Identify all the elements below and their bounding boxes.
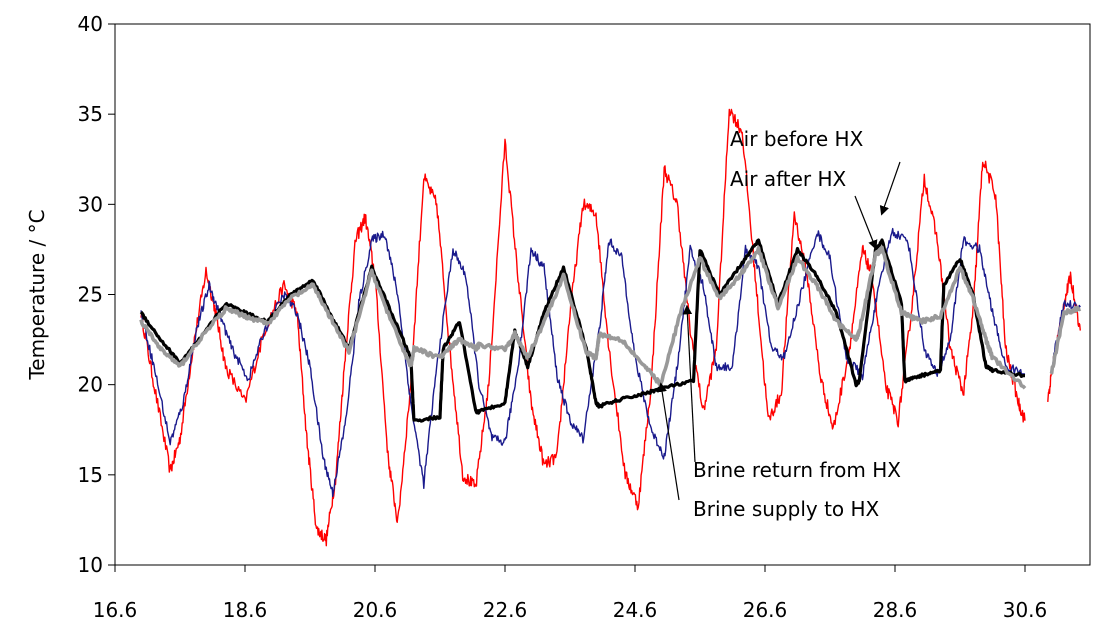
annotation-layer: Air before HX Air after HX Brine return fr… [657,127,901,521]
y-tick-label: 35 [78,102,103,126]
x-tick-label: 24.6 [613,598,658,622]
series-layer [139,108,1082,547]
annotation-arrow [657,382,680,501]
y-tick-label: 40 [78,12,103,36]
annotation-label: Brine supply to HX [693,497,880,521]
series-line-segment-3 [1050,299,1081,373]
y-tick-label: 20 [78,373,103,397]
x-tick-label: 30.6 [1003,598,1048,622]
x-tick-label: 22.6 [483,598,528,622]
series-line-air-before-hx [140,108,1026,547]
series-line-brine-return-from-hx [139,238,1025,423]
y-tick-label: 10 [78,553,103,577]
annotation-arrow [879,161,901,216]
y-tick-label: 30 [78,192,103,216]
series-line-air-after-hx [140,227,1026,498]
x-tick-label: 16.6 [93,598,138,622]
x-tick-label: 20.6 [353,598,398,622]
series-line-brine-supply-to-hx [139,245,1027,390]
y-tick-label: 15 [78,463,103,487]
series-line-segment-6 [1049,305,1082,375]
x-tick-label: 26.6 [743,598,788,622]
axis-layer: 10 15 20 25 30 35 40 16.6 18.6 20.6 22.6 24.6 26.6 28… [25,12,1091,622]
x-tick-label: 28.6 [873,598,918,622]
series-line-segment-1 [1047,271,1081,402]
annotation-label: Air after HX [730,167,847,191]
y-tick-label: 25 [78,283,103,307]
annotation-label: Brine return from HX [693,458,901,482]
annotation-arrow [682,304,696,463]
x-tick-label: 18.6 [223,598,268,622]
annotation-arrow [854,195,878,250]
annotation-label: Air before HX [730,127,864,151]
y-axis-title: Temperature / °C [25,209,49,380]
